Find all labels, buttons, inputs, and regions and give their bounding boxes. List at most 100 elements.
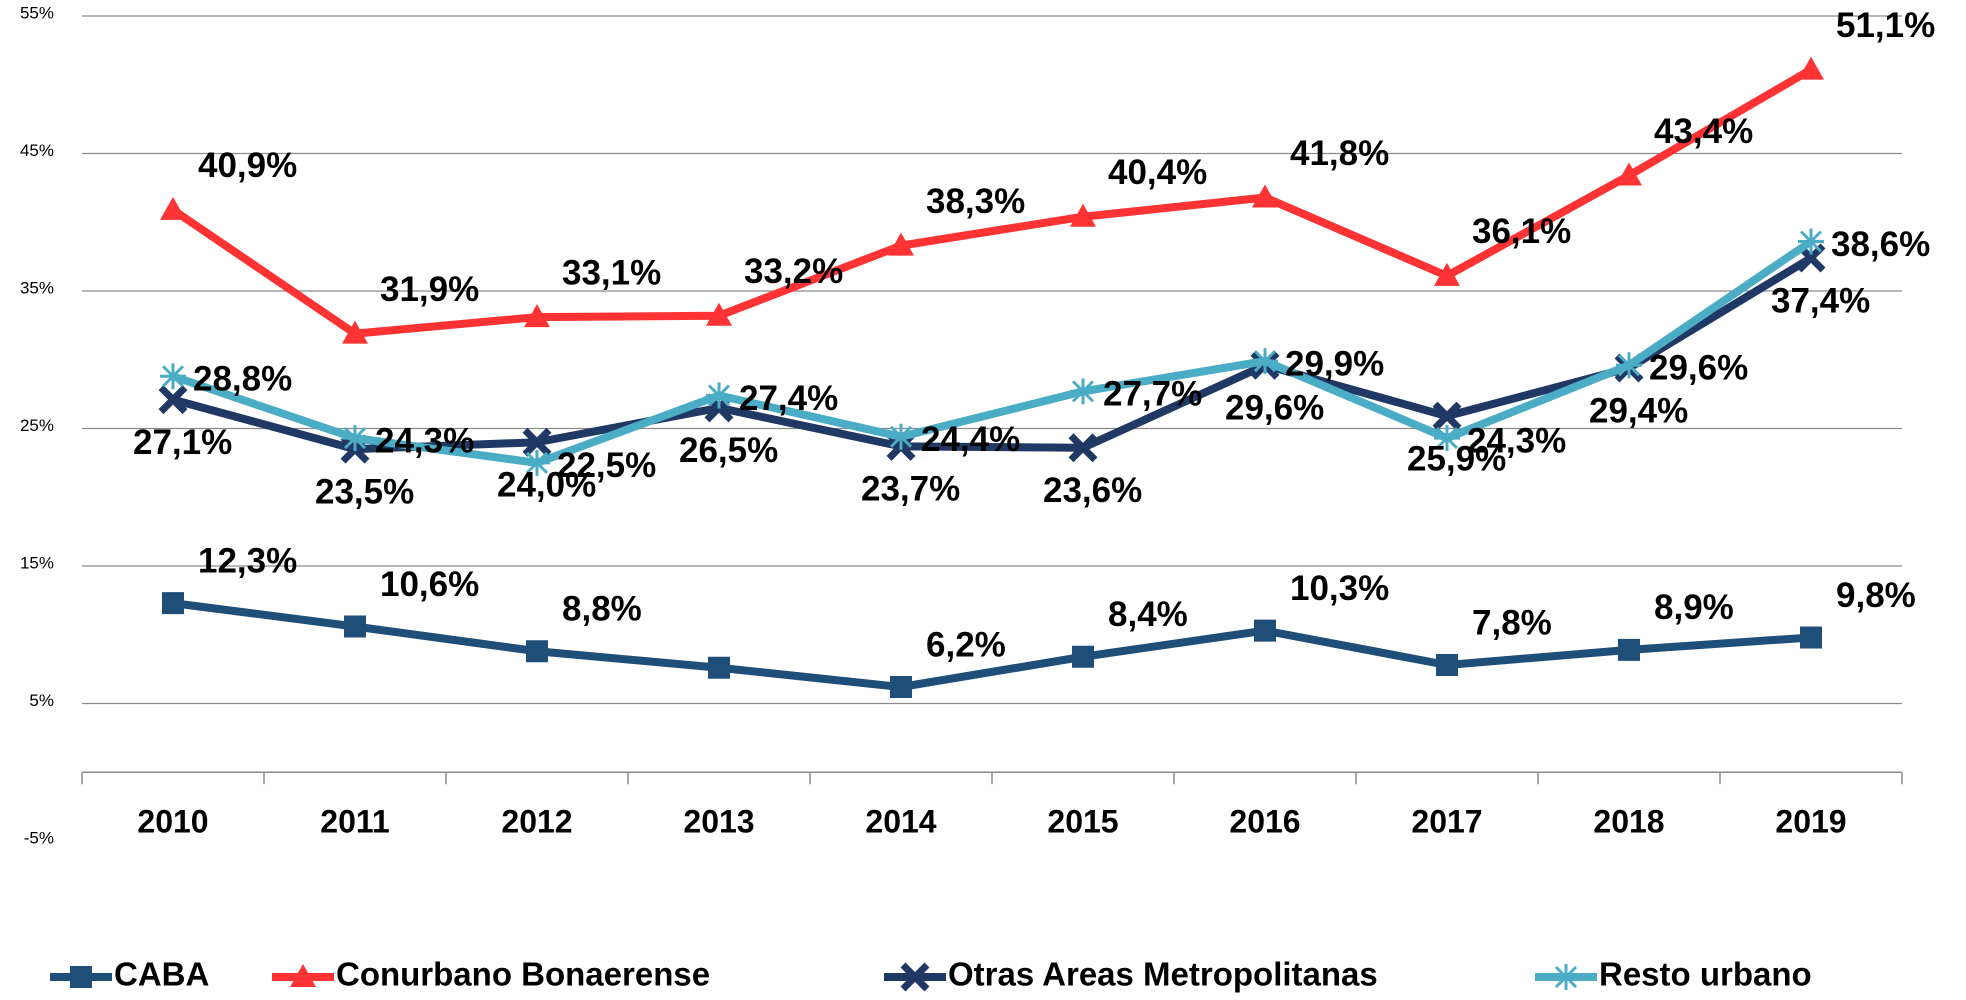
marker xyxy=(1798,228,1824,255)
data-label: 8,8% xyxy=(562,590,642,629)
y-tick-label: 15% xyxy=(20,553,54,572)
data-label: 12,3% xyxy=(198,541,297,580)
marker xyxy=(1798,56,1824,80)
marker xyxy=(160,363,186,390)
data-label: 27,7% xyxy=(1103,375,1202,414)
marker xyxy=(1252,348,1278,375)
legend-label: Conurbano Bonaerense xyxy=(336,956,710,993)
data-label: 24,0% xyxy=(497,466,596,505)
y-tick-label: 45% xyxy=(20,141,54,160)
series-line xyxy=(171,254,1814,454)
x-tick-label: 2018 xyxy=(1593,804,1664,840)
marker xyxy=(1072,645,1094,668)
marker xyxy=(888,232,914,256)
marker xyxy=(526,640,548,663)
marker xyxy=(1616,162,1642,186)
marker xyxy=(290,964,316,987)
marker xyxy=(1252,184,1278,208)
legend-label: CABA xyxy=(114,956,209,993)
data-label: 29,4% xyxy=(1589,391,1688,430)
data-label: 26,5% xyxy=(679,431,778,470)
marker xyxy=(1068,433,1098,463)
data-label: 22,5% xyxy=(557,446,656,485)
y-tick-label: 55% xyxy=(20,3,54,22)
x-tick-label: 2012 xyxy=(501,804,572,840)
data-label: 33,2% xyxy=(744,252,843,291)
marker xyxy=(342,425,368,452)
marker xyxy=(1616,352,1642,379)
marker xyxy=(70,966,92,988)
marker xyxy=(706,302,732,326)
data-label: 24,4% xyxy=(921,420,1020,459)
data-label: 51,1% xyxy=(1836,6,1935,45)
marker xyxy=(342,320,368,344)
data-label: 31,9% xyxy=(380,270,479,309)
data-label: 38,6% xyxy=(1831,225,1930,264)
data-label: 41,8% xyxy=(1290,134,1389,173)
legend-item: Resto urbano xyxy=(1535,956,1812,993)
data-label: 43,4% xyxy=(1654,112,1753,151)
data-label: 7,8% xyxy=(1472,603,1552,642)
data-label: 6,2% xyxy=(926,625,1006,664)
x-tick-label: 2011 xyxy=(320,804,389,840)
marker xyxy=(708,656,730,679)
data-label: 29,6% xyxy=(1225,389,1324,428)
x-tick-label: 2013 xyxy=(683,804,754,840)
y-tick-label: 35% xyxy=(20,278,54,297)
x-tick-label: 2017 xyxy=(1411,804,1482,840)
x-tick-label: 2016 xyxy=(1229,804,1300,840)
x-tick-label: 2015 xyxy=(1047,804,1118,840)
legend-item: Conurbano Bonaerense xyxy=(272,956,710,993)
x-tick-label: 2014 xyxy=(865,804,936,840)
marker xyxy=(158,385,188,415)
data-label: 23,5% xyxy=(315,472,414,511)
data-label: 38,3% xyxy=(926,182,1025,221)
data-label: 25,9% xyxy=(1407,439,1506,478)
data-label: 8,4% xyxy=(1108,595,1188,634)
series-line xyxy=(171,238,1814,467)
legend-item: CABA xyxy=(50,956,209,993)
y-tick-label: -5% xyxy=(24,828,54,847)
data-label: 40,9% xyxy=(198,146,297,185)
marker xyxy=(524,449,550,476)
marker xyxy=(524,304,550,328)
marker xyxy=(1434,425,1460,452)
series-line xyxy=(172,599,1812,691)
marker xyxy=(1553,964,1579,990)
marker xyxy=(900,962,930,992)
marker xyxy=(706,382,732,409)
data-label: 27,4% xyxy=(739,379,838,418)
marker xyxy=(1070,203,1096,227)
data-label: 24,3% xyxy=(375,421,474,460)
marker xyxy=(888,423,914,450)
marker xyxy=(1434,262,1460,286)
data-label: 23,7% xyxy=(861,470,960,509)
marker xyxy=(1070,378,1096,405)
marker xyxy=(522,427,552,457)
data-label: 29,9% xyxy=(1285,344,1384,383)
marker xyxy=(1618,638,1640,661)
marker xyxy=(160,196,186,220)
data-label: 8,9% xyxy=(1654,588,1734,627)
marker xyxy=(1436,654,1458,676)
marker xyxy=(890,676,912,698)
data-label: 40,4% xyxy=(1108,153,1207,192)
data-label: 27,1% xyxy=(133,423,232,462)
marker xyxy=(1254,619,1276,642)
legend-label: Resto urbano xyxy=(1599,956,1812,993)
marker xyxy=(344,615,366,638)
y-tick-label: 25% xyxy=(20,416,54,435)
marker xyxy=(162,592,184,615)
data-label: 37,4% xyxy=(1771,281,1870,320)
marker xyxy=(1800,626,1822,649)
data-label: 36,1% xyxy=(1472,212,1571,251)
legend-label: Otras Areas Metropolitanas xyxy=(948,956,1378,993)
data-label: 10,6% xyxy=(380,565,479,604)
data-label: 28,8% xyxy=(193,360,292,399)
data-label: 10,3% xyxy=(1290,569,1389,608)
data-label: 33,1% xyxy=(562,253,661,292)
data-label: 9,8% xyxy=(1836,576,1916,615)
y-tick-label: 5% xyxy=(29,691,54,710)
series-line xyxy=(170,66,1814,338)
